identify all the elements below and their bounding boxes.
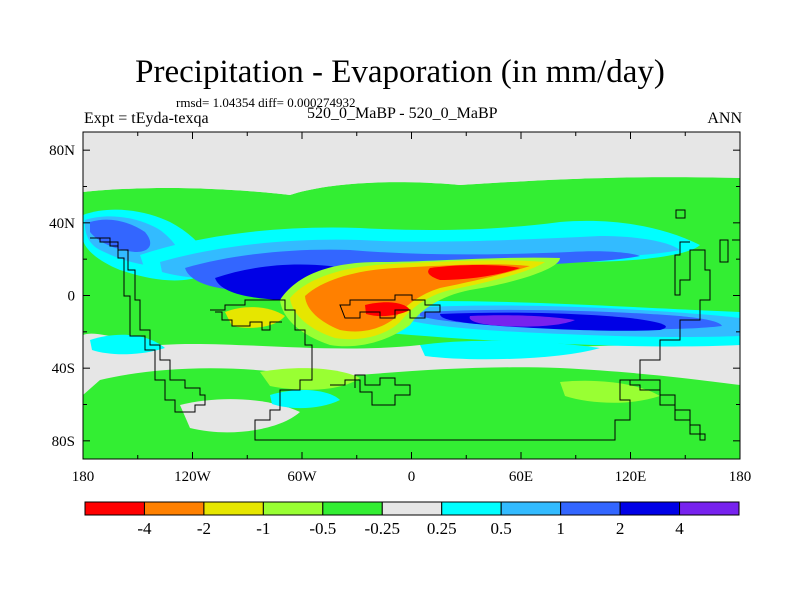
case-label: 520_0_MaBP - 520_0_MaBP [307,105,498,122]
colorbar-label: 2 [616,519,625,538]
colorbar-swatch [322,501,383,516]
y-tick-label: 40S [52,361,75,377]
x-tick-label: 60W [287,469,317,485]
x-tick-label: 120E [615,469,647,485]
continent-outline-sa [210,241,711,441]
field-red-dry [428,265,520,280]
colorbar-label: -2 [197,519,211,538]
y-axis-labels: 80N 40N 0 40S 80S [49,143,75,450]
y-tick-label: 40N [49,216,75,232]
x-axis-ticks [82,132,741,459]
continent-outline-aus [629,379,706,441]
colorbar-swatch [679,501,740,516]
colorbar-label: 4 [675,519,684,538]
field-lightgreen-south [260,368,360,390]
x-tick-label: 180 [72,469,95,485]
field-purple-southband [469,315,575,327]
season-label: ANN [707,110,742,127]
colorbar-swatch [143,501,205,516]
x-tick-label: 60E [509,469,533,485]
field-north-grey [83,132,740,195]
continent-outline-africa [339,294,441,319]
field-blue-west [90,219,151,252]
y-tick-label: 0 [68,289,76,305]
colorbar-label: -0.25 [365,519,400,538]
field-cyan-south3 [270,389,340,409]
continent-outline-antarctic [330,374,411,406]
field-green-south [83,367,740,459]
field-red-dry2 [365,302,410,317]
field-lightgreen-south2 [560,380,660,403]
colorbar-label: 1 [556,519,565,538]
colorbar-swatch [500,501,562,516]
colorbar-label: 0.5 [491,519,512,538]
field-cyan-south [90,334,165,355]
colorbar-label: -0.5 [309,519,336,538]
colorbar-label: -4 [137,519,152,538]
experiment-label: Expt = tEyda-texqa [84,110,209,127]
field-cyan-south2 [420,340,600,360]
colorbar-swatch [441,501,502,516]
colorbar-swatch [84,501,145,516]
colorbar-label: -1 [256,519,270,538]
continent-outline-americas [90,237,206,413]
continent-outline-ne [675,209,740,263]
field-contours [83,132,740,459]
field-orange-dry [305,264,530,332]
colorbar-swatch [560,501,621,516]
x-tick-label: 180 [729,469,752,485]
y-tick-label: 80N [49,143,75,159]
continent-outline-sa2 [215,311,282,331]
x-tick-label: 120W [174,469,212,485]
stats-line: rmsd= 1.04354 diff= 0.000274932 [176,95,356,110]
colorbar-swatch [203,501,264,516]
colorbar [84,501,740,516]
colorbar-label: 0.25 [427,519,457,538]
colorbar-swatch [619,501,681,516]
y-axis-ticks [83,149,740,442]
x-axis-labels: 180 120W 60W 0 60E 120E 180 [72,469,752,485]
colorbar-swatch [381,501,443,516]
chart-title: Precipitation - Evaporation (in mm/day) [135,54,665,90]
y-tick-label: 80S [52,434,75,450]
colorbar-swatch [262,501,324,516]
field-grey-southpatch [180,399,300,433]
x-tick-label: 0 [408,469,416,485]
colorbar-labels: -4 -2 -1 -0.5 -0.25 0.25 0.5 1 2 4 [137,519,684,538]
